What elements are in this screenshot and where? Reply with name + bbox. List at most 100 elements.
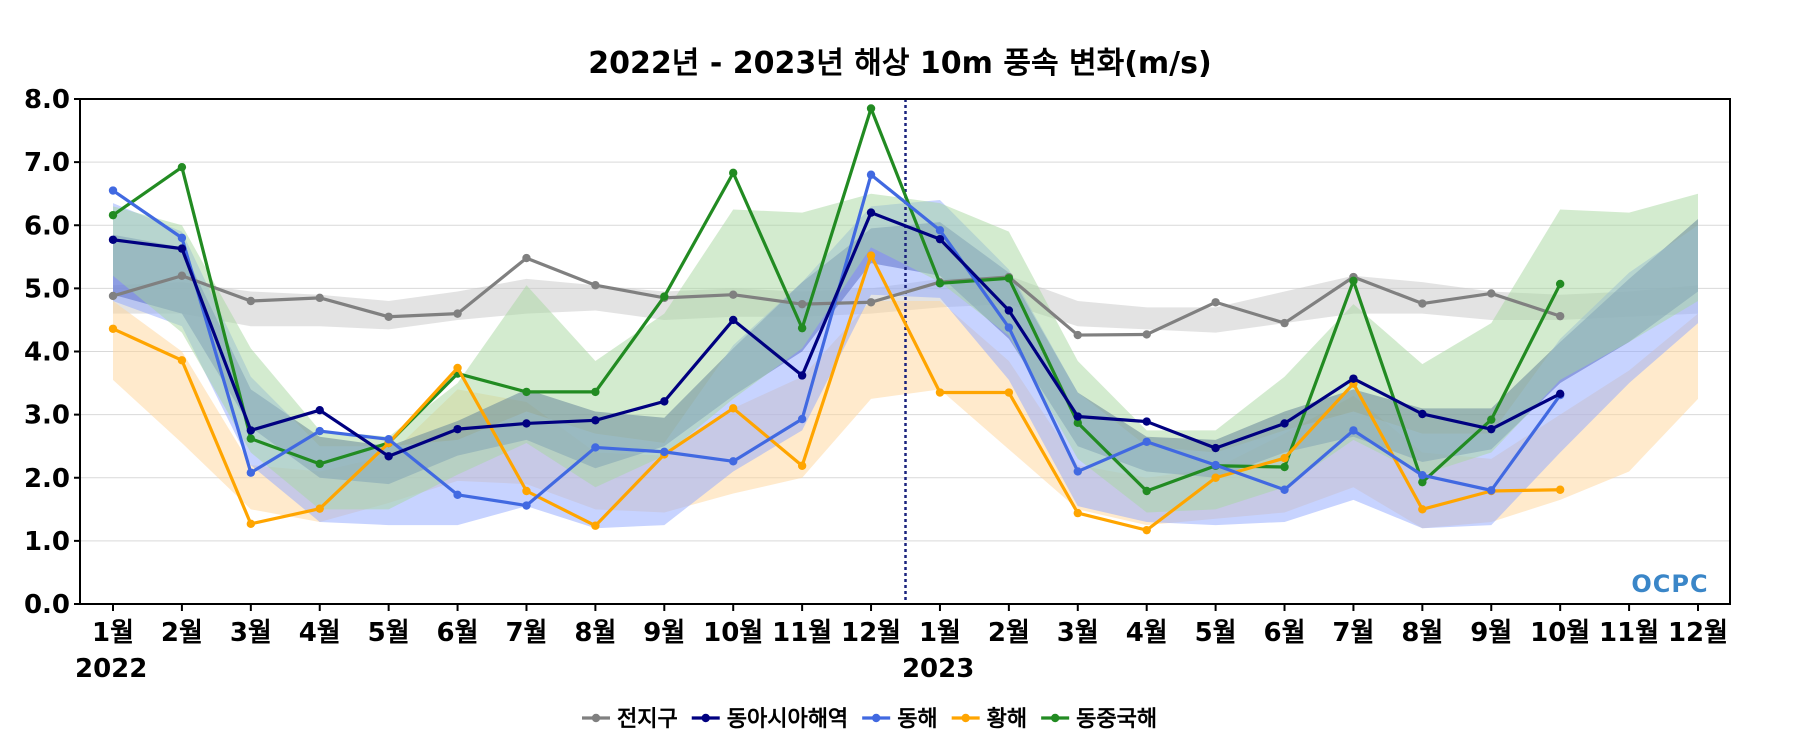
range-band xyxy=(113,193,1698,513)
data-point xyxy=(1349,276,1358,285)
data-point xyxy=(522,419,531,428)
y-tick-label: 1.0 xyxy=(24,527,70,557)
data-point xyxy=(246,468,256,477)
data-point xyxy=(660,292,669,301)
year-label: 2022 xyxy=(75,654,147,684)
data-point xyxy=(246,296,256,306)
data-point xyxy=(729,315,738,325)
data-point xyxy=(1555,311,1565,321)
data-point xyxy=(1142,437,1151,446)
data-point xyxy=(1555,389,1565,398)
data-point xyxy=(246,434,256,443)
data-point xyxy=(1073,508,1082,518)
data-point xyxy=(797,371,807,380)
x-tick-label: 5월 xyxy=(1195,618,1237,648)
data-point xyxy=(246,519,256,529)
y-tick-label: 0.0 xyxy=(24,590,70,620)
data-point xyxy=(177,356,187,365)
data-point xyxy=(1211,460,1220,470)
data-point xyxy=(935,279,945,288)
axis-layer: 0.0 1.0 2.0 3.0 4.0 5.0 6.0 7.0 8.0 1월 2월 3월 4월 5월 6월 7… xyxy=(24,85,1728,684)
legend-item: 동해 xyxy=(862,707,938,732)
data-point xyxy=(797,414,807,424)
chart-title: 2022년 - 2023년 해상 10m 풍속 변화(m/s) xyxy=(588,46,1211,81)
x-tick-label: 7월 xyxy=(1332,618,1374,648)
ocpc-logo: OCPC xyxy=(1631,570,1707,598)
data-point xyxy=(866,298,876,307)
data-point xyxy=(384,452,393,461)
x-tick-label: 5월 xyxy=(368,618,410,648)
series-path xyxy=(112,211,1561,458)
data-point xyxy=(729,290,738,299)
x-tick-label: 1월 xyxy=(919,618,961,648)
data-point xyxy=(1349,374,1358,383)
data-point xyxy=(729,457,738,466)
data-point xyxy=(108,210,118,220)
data-point xyxy=(866,104,876,113)
data-point xyxy=(591,387,600,397)
data-point xyxy=(1418,505,1427,514)
data-point xyxy=(177,233,187,243)
data-point xyxy=(177,244,187,253)
data-point xyxy=(1280,462,1289,472)
data-point xyxy=(866,208,876,217)
legend-label: 동아시아해역 xyxy=(727,707,848,732)
data-point xyxy=(315,426,324,436)
data-point xyxy=(1418,409,1427,419)
data-point xyxy=(315,459,324,469)
series-line xyxy=(108,104,1565,496)
data-point xyxy=(1211,443,1220,453)
y-tick-label: 7.0 xyxy=(24,148,70,178)
data-point xyxy=(108,186,118,195)
data-point xyxy=(177,271,187,280)
legend-item: 동아시아해역 xyxy=(691,707,848,732)
data-point xyxy=(1073,412,1082,421)
data-point xyxy=(935,388,945,397)
legend-swatch-marker xyxy=(701,713,710,723)
legend-swatch-marker xyxy=(1050,713,1060,723)
data-point xyxy=(246,426,256,435)
legend-label: 동해 xyxy=(897,707,937,732)
legend-item: 동중국해 xyxy=(1041,707,1157,732)
data-point xyxy=(1142,486,1151,496)
legend-swatch-marker xyxy=(871,713,881,723)
data-point xyxy=(1280,485,1289,494)
data-point xyxy=(453,490,462,499)
series-path xyxy=(112,106,1562,493)
data-point xyxy=(522,486,531,496)
data-point xyxy=(1418,477,1427,487)
y-tick-label: 3.0 xyxy=(24,401,70,431)
x-tick-label: 11월 xyxy=(1599,618,1659,648)
x-tick-label: 10월 xyxy=(703,618,763,648)
data-point xyxy=(384,435,393,444)
x-tick-label: 12월 xyxy=(841,618,901,648)
data-point xyxy=(315,293,324,303)
data-point xyxy=(729,404,738,413)
data-point xyxy=(1142,417,1151,426)
data-point xyxy=(1280,318,1289,328)
data-point xyxy=(108,235,118,244)
legend-swatch-marker xyxy=(961,713,970,723)
data-point xyxy=(729,168,738,178)
data-point xyxy=(453,309,462,318)
x-tick-label: 6월 xyxy=(437,618,479,648)
data-point xyxy=(453,424,462,434)
data-point xyxy=(522,501,531,510)
data-point xyxy=(384,312,393,321)
data-point xyxy=(591,521,600,530)
data-point xyxy=(453,363,462,373)
data-point xyxy=(935,226,945,235)
data-point xyxy=(797,323,807,333)
data-point xyxy=(315,504,324,513)
x-tick-label: 2월 xyxy=(161,618,203,648)
data-point xyxy=(1004,306,1014,315)
data-point xyxy=(108,291,118,301)
x-tick-label: 8월 xyxy=(1401,618,1443,648)
data-point xyxy=(1555,485,1565,494)
data-point xyxy=(660,397,669,406)
data-point xyxy=(522,253,531,263)
data-point xyxy=(1073,418,1082,428)
data-point xyxy=(1073,330,1082,340)
x-tick-label: 8월 xyxy=(574,618,616,648)
